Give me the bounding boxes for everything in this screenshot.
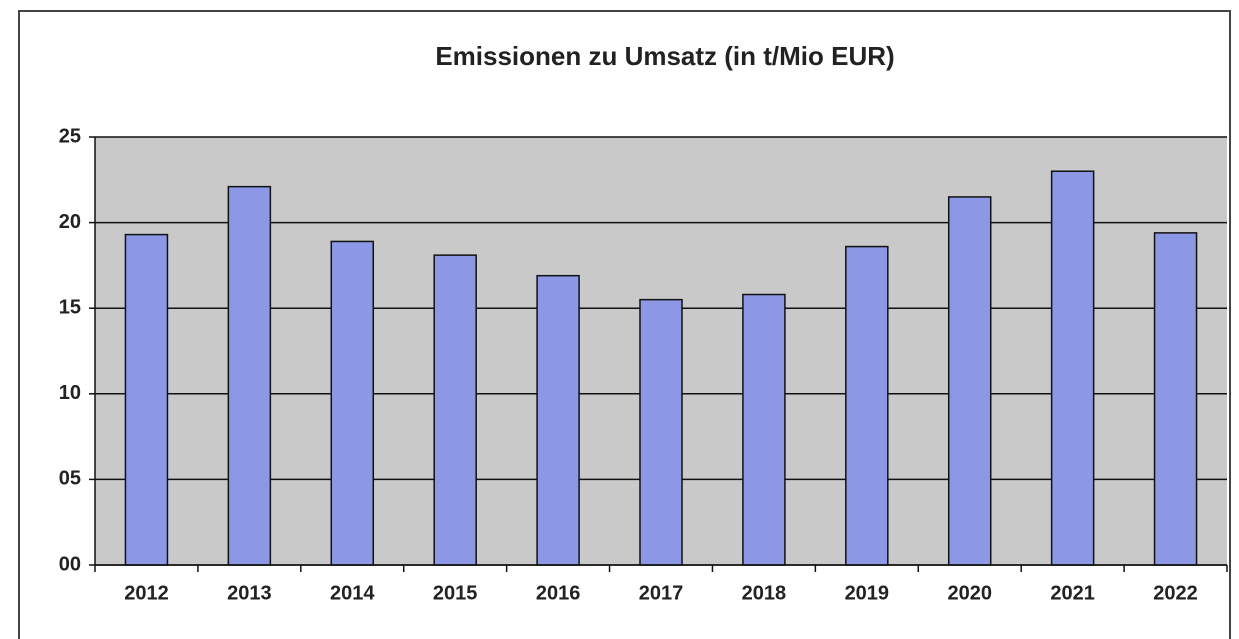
bar	[536, 274, 580, 566]
x-tick-label: 2014	[330, 582, 375, 604]
x-tick-label: 2012	[124, 582, 169, 604]
y-tick-label: 05	[59, 468, 81, 490]
bar	[227, 185, 272, 566]
x-tick-label: 2022	[1153, 582, 1198, 604]
y-tick-label: 00	[59, 553, 81, 575]
bar	[433, 254, 477, 566]
x-tick-label: 2013	[227, 582, 272, 604]
bar	[845, 245, 889, 566]
x-tick-label: 2019	[845, 582, 890, 604]
y-tick-label: 25	[59, 125, 81, 147]
bar	[742, 293, 786, 566]
x-tick-label: 2020	[947, 582, 992, 604]
chart-title: Emissionen zu Umsatz (in t/Mio EUR)	[435, 41, 894, 71]
bar	[639, 298, 683, 566]
bar	[947, 196, 992, 566]
y-tick-label: 20	[59, 211, 81, 233]
x-tick-label: 2018	[742, 582, 787, 604]
x-tick-label: 2016	[536, 582, 581, 604]
x-tick-label: 2017	[639, 582, 684, 604]
bar	[124, 233, 169, 566]
bar	[1153, 232, 1198, 566]
y-tick-label: 15	[59, 296, 81, 318]
bar	[330, 240, 375, 566]
x-tick-label: 2015	[433, 582, 478, 604]
y-tick-label: 10	[59, 382, 81, 404]
bar	[1050, 170, 1095, 566]
x-tick-label: 2021	[1050, 582, 1095, 604]
